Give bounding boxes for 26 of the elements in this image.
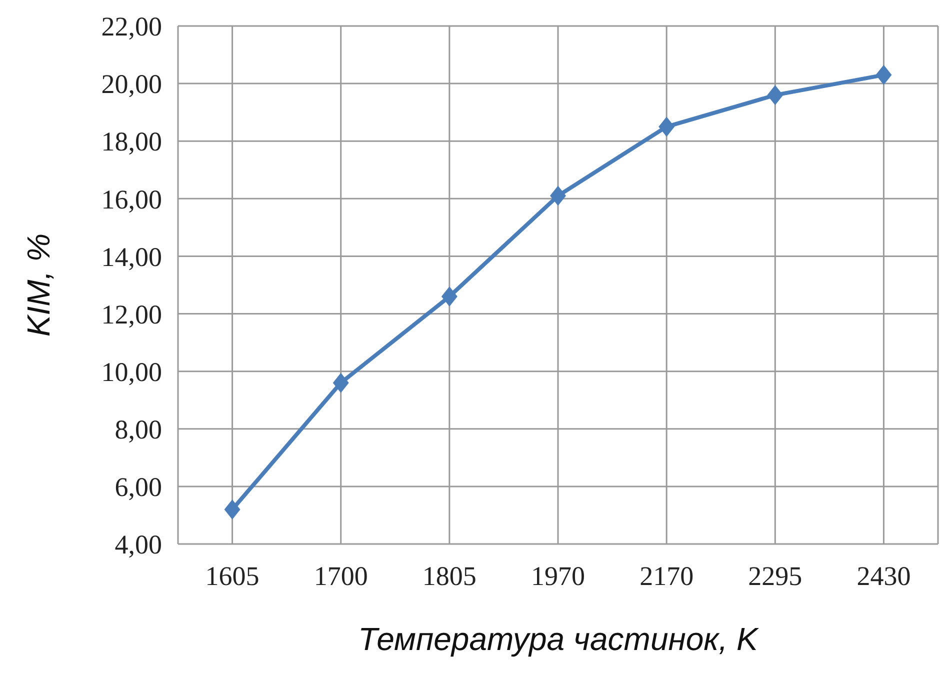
point — [441, 286, 458, 307]
y-axis-title: KIM, % — [20, 233, 56, 337]
x-tick-label: 2170 — [640, 561, 694, 592]
y-tick-label: 18,00 — [101, 126, 162, 157]
y-tick-label: 20,00 — [101, 69, 162, 100]
point — [658, 116, 675, 137]
point — [876, 64, 892, 85]
point — [224, 499, 240, 520]
y-tick-label: 10,00 — [101, 356, 162, 387]
point — [767, 85, 784, 106]
y-tick-label: 12,00 — [101, 299, 162, 330]
y-tick-label: 4,00 — [114, 530, 162, 560]
x-tick-label: 1805 — [422, 561, 476, 592]
x-tick-label: 1605 — [205, 561, 260, 592]
point — [550, 186, 566, 206]
x-tick-label: 2430 — [856, 561, 911, 592]
y-tick-label: 16,00 — [101, 184, 162, 214]
y-tick-label: 22,00 — [101, 12, 162, 42]
y-tick-label: 6,00 — [114, 472, 162, 502]
x-axis-title: Температура частинок, K — [358, 621, 760, 657]
x-tick-label: 1700 — [314, 561, 368, 592]
x-tick-label: 1970 — [531, 561, 585, 592]
point — [332, 372, 349, 393]
y-tick-label: 14,00 — [101, 242, 162, 272]
x-tick-label: 2295 — [748, 561, 802, 592]
y-tick-label: 8,00 — [114, 414, 162, 444]
